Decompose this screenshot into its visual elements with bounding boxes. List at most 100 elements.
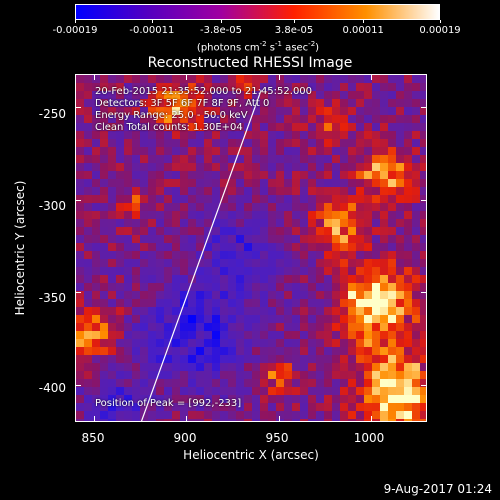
- heatmap-cell: [140, 139, 148, 147]
- heatmap-cell: [308, 403, 316, 411]
- heatmap-cell: [100, 179, 108, 187]
- heatmap-cell: [372, 371, 380, 379]
- heatmap-cell: [380, 403, 388, 411]
- heatmap-cell: [324, 187, 332, 195]
- heatmap-cell: [276, 123, 284, 131]
- heatmap-cell: [276, 267, 284, 275]
- heatmap-cell: [132, 83, 140, 91]
- heatmap-cell: [316, 323, 324, 331]
- heatmap-cell: [180, 179, 188, 187]
- heatmap-cell: [172, 107, 180, 115]
- heatmap-cell: [388, 195, 396, 203]
- heatmap-cell: [388, 315, 396, 323]
- heatmap-cell: [228, 179, 236, 187]
- heatmap-cell: [156, 339, 164, 347]
- heatmap-cell: [388, 91, 396, 99]
- heatmap-cell: [340, 187, 348, 195]
- heatmap-cell: [348, 91, 356, 99]
- heatmap-cell: [292, 259, 300, 267]
- heatmap-cell: [84, 403, 92, 411]
- heatmap-cell: [180, 147, 188, 155]
- heatmap-cell: [196, 75, 204, 83]
- heatmap-cell: [212, 203, 220, 211]
- heatmap-cell: [140, 403, 148, 411]
- heatmap-cell: [140, 171, 148, 179]
- heatmap-cell: [212, 219, 220, 227]
- heatmap-cell: [396, 195, 404, 203]
- heatmap-cell: [300, 123, 308, 131]
- heatmap-cell: [300, 107, 308, 115]
- heatmap-cell: [196, 251, 204, 259]
- heatmap-cell: [276, 243, 284, 251]
- heatmap-cell: [84, 379, 92, 387]
- heatmap-cell: [348, 267, 356, 275]
- heatmap-cell: [244, 379, 252, 387]
- heatmap-cell: [76, 387, 84, 395]
- heatmap-cell: [244, 171, 252, 179]
- heatmap-cell: [140, 131, 148, 139]
- heatmap-cell: [148, 115, 156, 123]
- heatmap-cell: [396, 115, 404, 123]
- heatmap-cell: [92, 179, 100, 187]
- heatmap-cell: [140, 227, 148, 235]
- heatmap-cell: [188, 91, 196, 99]
- heatmap-cell: [116, 235, 124, 243]
- heatmap-cell: [124, 195, 132, 203]
- heatmap-cell: [252, 219, 260, 227]
- heatmap-cell: [372, 227, 380, 235]
- heatmap-cell: [284, 323, 292, 331]
- heatmap-cell: [276, 331, 284, 339]
- heatmap-cell: [156, 267, 164, 275]
- heatmap-cell: [388, 379, 396, 387]
- heatmap-cell: [380, 211, 388, 219]
- heatmap-cell: [268, 355, 276, 363]
- heatmap-cell: [380, 339, 388, 347]
- heatmap-cell: [388, 331, 396, 339]
- heatmap-cell: [292, 75, 300, 83]
- heatmap-cell: [404, 83, 412, 91]
- heatmap-cell: [132, 371, 140, 379]
- heatmap-cell: [276, 395, 284, 403]
- heatmap-cell: [284, 283, 292, 291]
- heatmap-cell: [252, 387, 260, 395]
- heatmap-cell: [180, 315, 188, 323]
- heatmap-cell: [180, 107, 188, 115]
- heatmap-cell: [132, 243, 140, 251]
- heatmap-cell: [292, 235, 300, 243]
- heatmap-cell: [340, 163, 348, 171]
- heatmap-cell: [308, 155, 316, 163]
- heatmap-cell: [164, 403, 172, 411]
- heatmap-cell: [420, 363, 426, 371]
- heatmap-cell: [412, 371, 420, 379]
- heatmap-cell: [180, 419, 188, 421]
- heatmap-cell: [108, 131, 116, 139]
- heatmap-cell: [324, 83, 332, 91]
- heatmap-cell: [316, 99, 324, 107]
- heatmap-cell: [348, 299, 356, 307]
- heatmap-cell: [92, 387, 100, 395]
- heatmap-cell: [196, 275, 204, 283]
- heatmap-cell: [348, 211, 356, 219]
- heatmap-cell: [412, 211, 420, 219]
- heatmap-cell: [372, 235, 380, 243]
- heatmap-cell: [116, 331, 124, 339]
- heatmap-cell: [140, 331, 148, 339]
- heatmap-cell: [212, 419, 220, 421]
- heatmap-cell: [212, 283, 220, 291]
- heatmap-cell: [388, 99, 396, 107]
- heatmap-cell: [252, 355, 260, 363]
- heatmap-cell: [284, 331, 292, 339]
- heatmap-cell: [412, 107, 420, 115]
- heatmap-cell: [268, 83, 276, 91]
- heatmap-cell: [252, 155, 260, 163]
- heatmap-cell: [276, 355, 284, 363]
- heatmap-cell: [380, 299, 388, 307]
- heatmap-cell: [324, 339, 332, 347]
- heatmap-cell: [76, 395, 84, 403]
- heatmap-cell: [92, 131, 100, 139]
- heatmap-cell: [148, 347, 156, 355]
- heatmap-cell: [188, 83, 196, 91]
- heatmap-cell: [164, 83, 172, 91]
- heatmap-cell: [76, 371, 84, 379]
- heatmap-cell: [180, 123, 188, 131]
